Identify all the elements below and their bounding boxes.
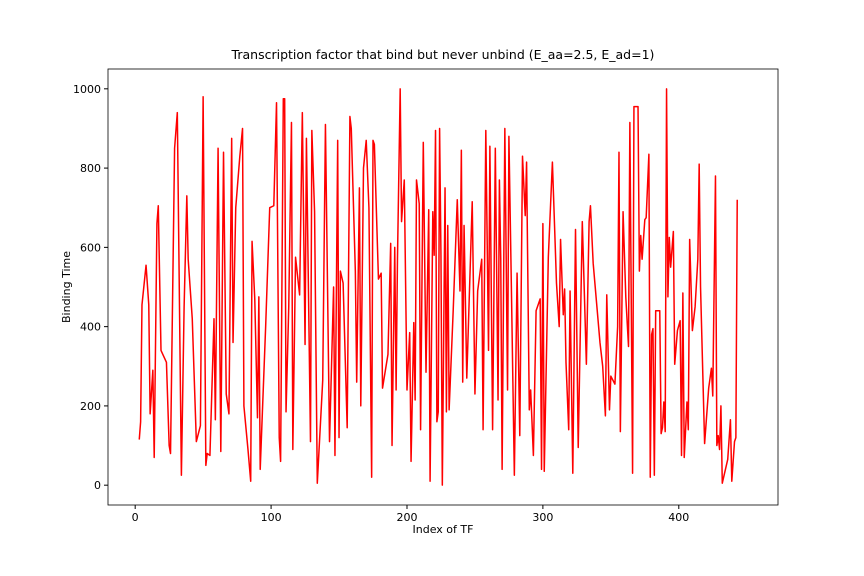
x-tick-label: 200 <box>396 511 417 524</box>
y-tick-label: 1000 <box>73 83 101 96</box>
plot-frame <box>107 68 779 506</box>
y-tick-label: 400 <box>80 321 101 334</box>
x-axis-label: Index of TF <box>413 523 474 536</box>
y-tick-label: 800 <box>80 162 101 175</box>
y-tick-label: 200 <box>80 400 101 413</box>
x-tick-label: 300 <box>532 511 553 524</box>
x-tick-label: 100 <box>261 511 282 524</box>
y-axis-label: Binding Time <box>60 251 73 323</box>
chart-title: Transcription factor that bind but never… <box>231 47 655 62</box>
y-tick-label: 600 <box>80 241 101 254</box>
y-tick-label: 0 <box>94 479 101 492</box>
x-tick-label: 400 <box>668 511 689 524</box>
x-tick-label: 0 <box>132 511 139 524</box>
data-line <box>138 88 738 486</box>
